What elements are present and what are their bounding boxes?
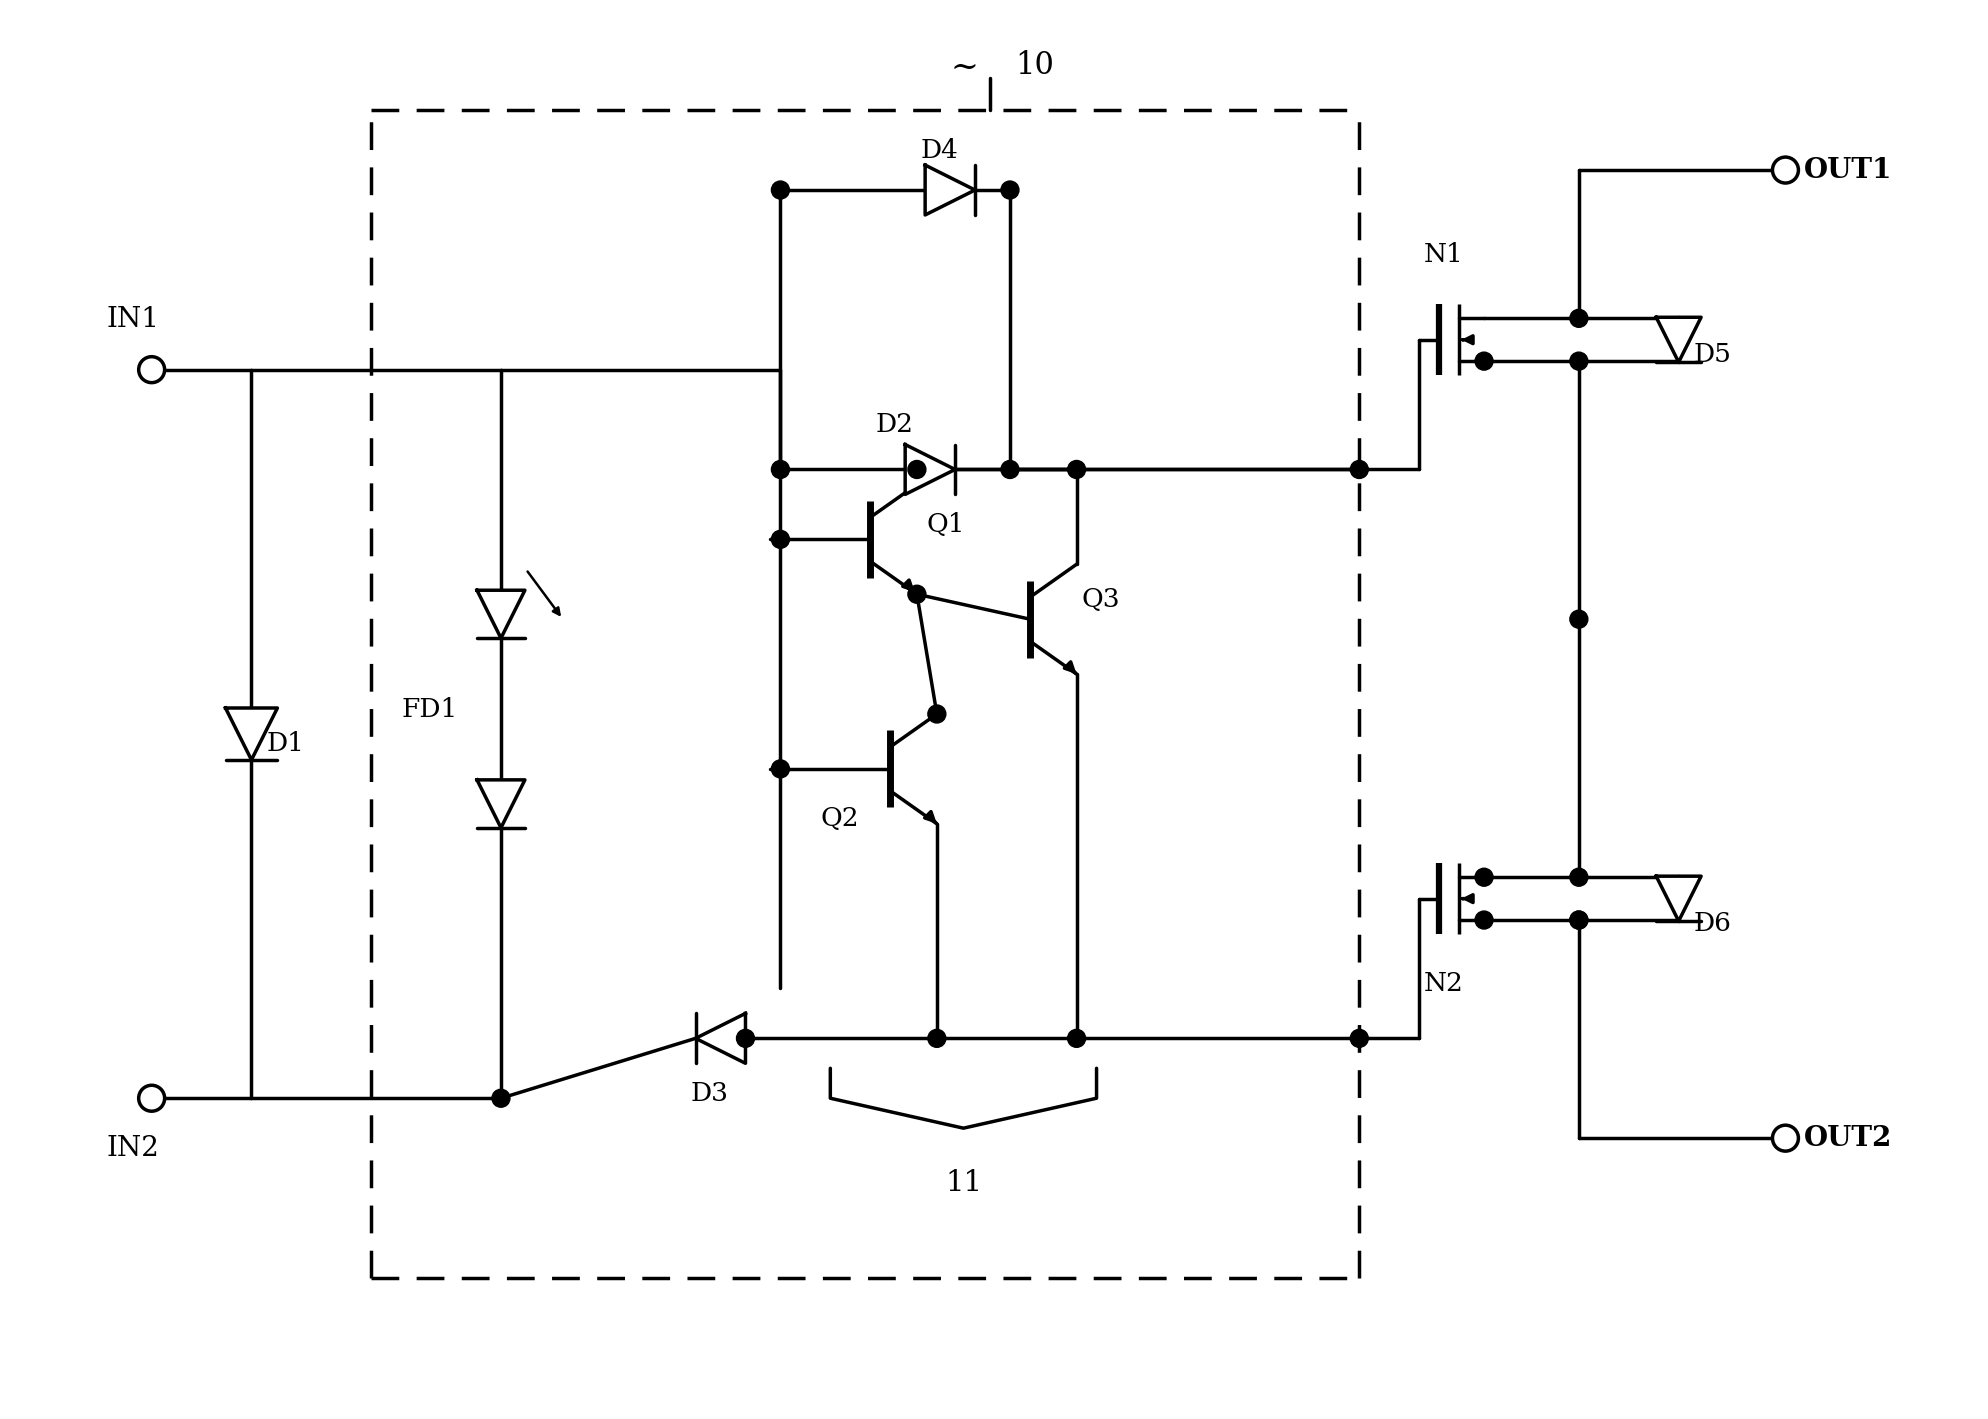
Circle shape — [1571, 352, 1588, 370]
Text: N1: N1 — [1423, 243, 1463, 267]
Circle shape — [928, 1029, 946, 1047]
Circle shape — [771, 182, 789, 199]
Text: 11: 11 — [946, 1169, 982, 1198]
Circle shape — [771, 761, 789, 778]
Circle shape — [771, 531, 789, 548]
Circle shape — [1475, 352, 1493, 370]
Text: D5: D5 — [1694, 342, 1732, 368]
Circle shape — [1350, 461, 1368, 478]
Polygon shape — [905, 444, 954, 494]
Text: 10: 10 — [1016, 50, 1054, 81]
Circle shape — [1571, 309, 1588, 328]
Text: Q2: Q2 — [821, 806, 859, 832]
Polygon shape — [924, 165, 974, 214]
Polygon shape — [477, 590, 525, 639]
Text: IN1: IN1 — [107, 307, 159, 333]
Circle shape — [909, 461, 926, 478]
Text: D2: D2 — [875, 412, 912, 437]
Circle shape — [139, 356, 165, 383]
Circle shape — [1571, 868, 1588, 887]
Circle shape — [771, 461, 789, 478]
Text: ~: ~ — [950, 53, 978, 84]
Text: OUT2: OUT2 — [1803, 1125, 1893, 1152]
Text: N2: N2 — [1423, 971, 1463, 996]
Circle shape — [1350, 1029, 1368, 1047]
Circle shape — [1475, 911, 1493, 929]
Text: D4: D4 — [920, 138, 958, 163]
Text: IN2: IN2 — [107, 1135, 159, 1162]
Text: Q3: Q3 — [1081, 586, 1119, 612]
Circle shape — [1773, 158, 1799, 183]
Circle shape — [1068, 461, 1085, 478]
Circle shape — [1068, 1029, 1085, 1047]
Polygon shape — [477, 780, 525, 827]
Circle shape — [1571, 911, 1588, 929]
Polygon shape — [225, 708, 278, 761]
Circle shape — [491, 1090, 511, 1107]
Polygon shape — [696, 1013, 746, 1063]
Circle shape — [736, 1029, 755, 1047]
Circle shape — [928, 705, 946, 722]
Circle shape — [1475, 868, 1493, 887]
Polygon shape — [1656, 318, 1702, 362]
Text: OUT1: OUT1 — [1803, 156, 1893, 183]
Text: D6: D6 — [1694, 911, 1732, 937]
Text: D3: D3 — [690, 1081, 728, 1105]
Circle shape — [1002, 461, 1020, 478]
Circle shape — [139, 1086, 165, 1111]
Text: Q1: Q1 — [926, 512, 966, 536]
Circle shape — [909, 585, 926, 603]
Circle shape — [1773, 1125, 1799, 1151]
Text: D1: D1 — [266, 731, 304, 756]
Polygon shape — [1656, 876, 1702, 921]
Circle shape — [1571, 911, 1588, 929]
Text: FD1: FD1 — [402, 697, 457, 721]
Circle shape — [1571, 610, 1588, 629]
Circle shape — [1002, 182, 1020, 199]
